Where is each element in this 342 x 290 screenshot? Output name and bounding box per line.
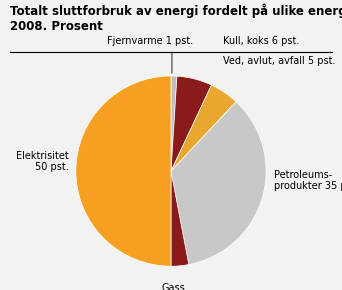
Wedge shape: [171, 76, 211, 171]
Text: Kull, koks 6 pst.: Kull, koks 6 pst.: [223, 36, 300, 46]
Wedge shape: [171, 85, 236, 171]
Text: Elektrisitet
50 pst.: Elektrisitet 50 pst.: [15, 151, 68, 172]
Text: Petroleums-
produkter 35 pst.: Petroleums- produkter 35 pst.: [274, 170, 342, 191]
Wedge shape: [171, 76, 177, 171]
Text: Ved, avlut, avfall 5 pst.: Ved, avlut, avfall 5 pst.: [223, 57, 336, 66]
Text: Fjernvarme 1 pst.: Fjernvarme 1 pst.: [107, 36, 193, 46]
Wedge shape: [171, 171, 189, 266]
Wedge shape: [171, 102, 266, 264]
Wedge shape: [76, 76, 171, 266]
Text: Gass
3 pst.: Gass 3 pst.: [159, 283, 187, 290]
Text: Totalt sluttforbruk av energi fordelt på ulike energitype.
2008. Prosent: Totalt sluttforbruk av energi fordelt på…: [10, 3, 342, 33]
